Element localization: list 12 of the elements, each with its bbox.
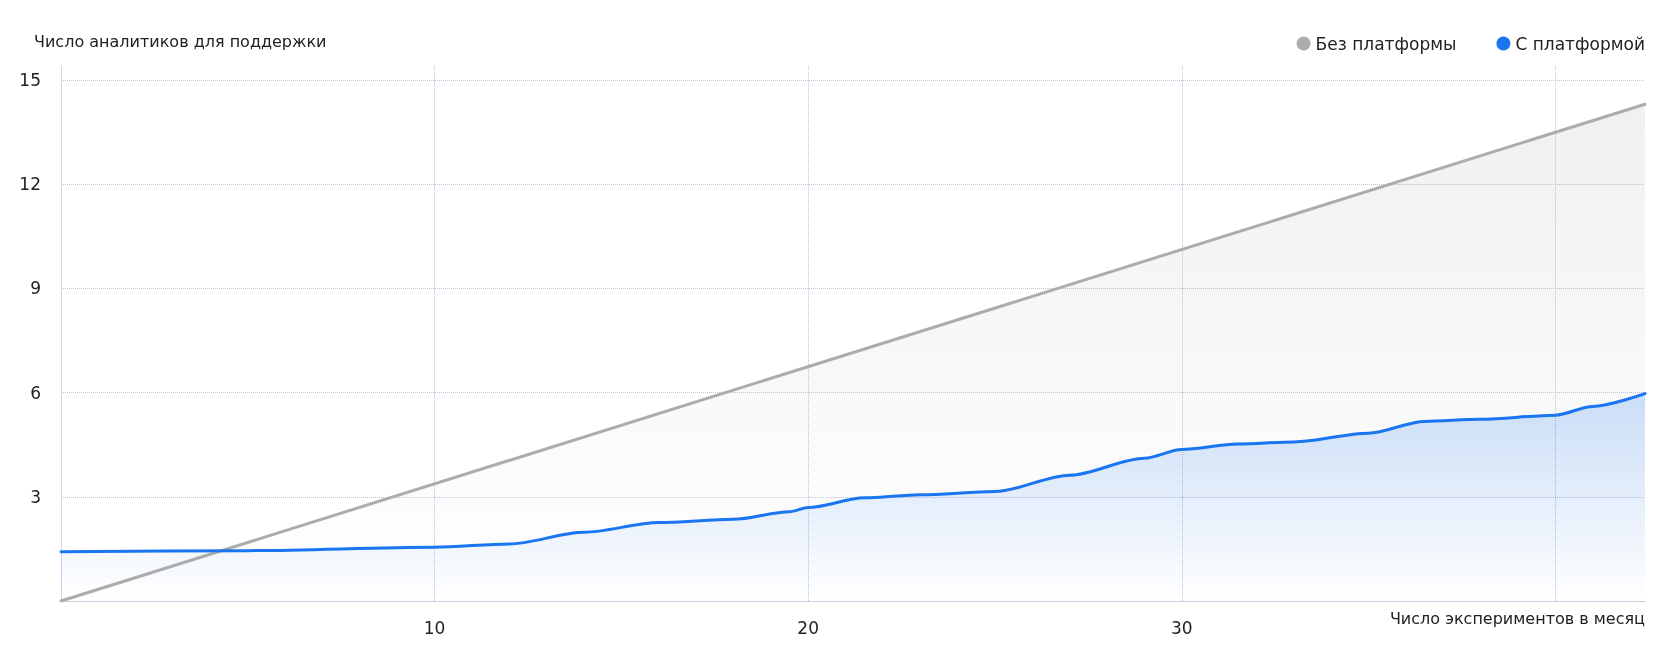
x-tick-label: 10 <box>423 617 446 638</box>
legend-label: С платформой <box>1515 33 1645 54</box>
x-axis-title: Число экспериментов в месяц <box>1389 608 1646 628</box>
y-axis-title: Число аналитиков для поддержки <box>34 31 327 51</box>
x-tick-label: 20 <box>797 617 819 638</box>
x-tick-label: 30 <box>1170 617 1193 638</box>
legend-label: Без платформы <box>1315 33 1457 54</box>
y-tick-label: 12 <box>19 174 41 195</box>
y-tick-label: 15 <box>19 69 41 90</box>
y-tick-label: 3 <box>30 486 41 507</box>
y-tick-label: 6 <box>30 382 41 403</box>
y-tick-label: 9 <box>30 278 41 299</box>
